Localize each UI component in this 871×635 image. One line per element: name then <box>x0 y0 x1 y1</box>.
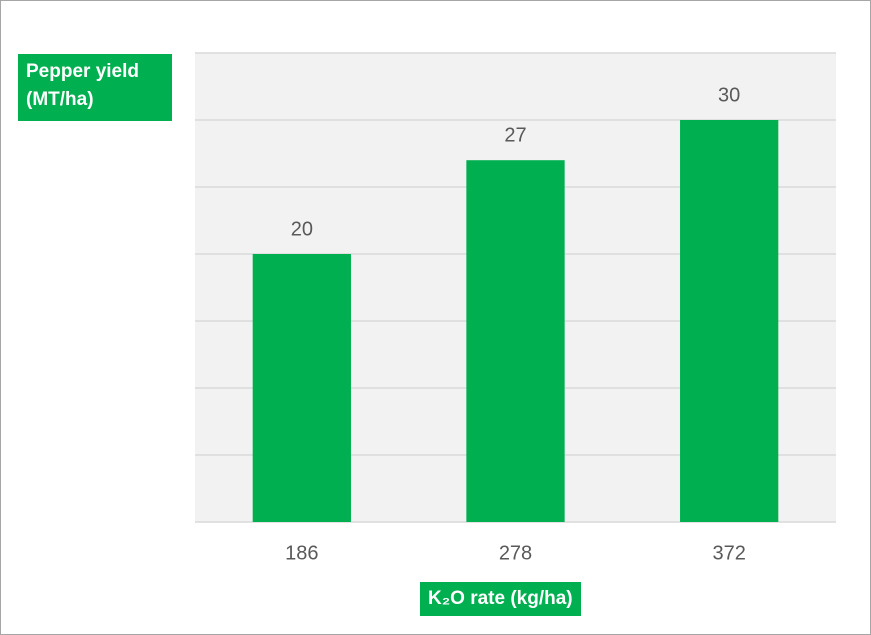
bar <box>680 120 779 522</box>
data-label: 27 <box>504 124 526 146</box>
x-tick-label: 372 <box>712 542 745 564</box>
bar <box>466 160 565 522</box>
y-axis-label: Pepper yield (MT/ha) <box>18 54 172 121</box>
x-tick-label: 186 <box>285 542 318 564</box>
x-axis-label: K₂O rate (kg/ha) <box>420 582 581 616</box>
data-label: 30 <box>718 84 740 106</box>
data-label: 20 <box>291 218 313 240</box>
bar <box>252 254 351 522</box>
x-tick-label: 278 <box>499 542 532 564</box>
